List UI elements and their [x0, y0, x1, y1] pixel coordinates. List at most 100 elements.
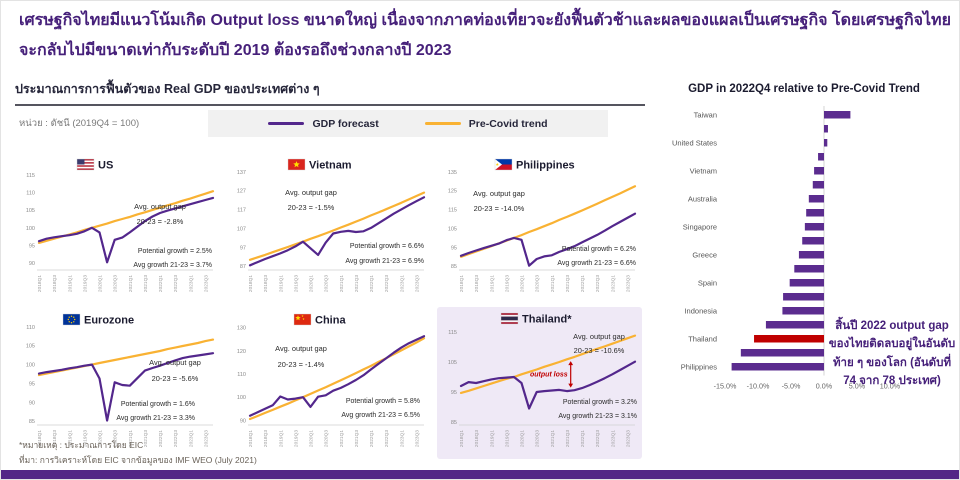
svg-text:2023Q3: 2023Q3 — [414, 275, 420, 292]
footnote-note: *หมายเหตุ : ประมาณการโดย EIC — [19, 440, 144, 450]
svg-text:-10.0%: -10.0% — [747, 381, 770, 390]
svg-text:0.0%: 0.0% — [816, 381, 833, 390]
svg-text:117: 117 — [237, 208, 246, 214]
avg-output-gap-label: Avg. output gap — [573, 332, 625, 341]
chart-panel-eu: 110 105 100 95 90 85 2018Q1 2018Q3 2019Q1 2019Q3 2… — [15, 307, 220, 459]
bar-unlabeled-5 — [812, 180, 824, 189]
svg-text:120: 120 — [237, 349, 246, 355]
svg-text:115: 115 — [26, 173, 35, 179]
svg-text:2021Q3: 2021Q3 — [565, 430, 571, 447]
svg-text:2021Q3: 2021Q3 — [143, 275, 149, 292]
bar-australia — [808, 194, 824, 203]
svg-text:2020Q1: 2020Q1 — [309, 275, 315, 292]
pre-covid-trend-line — [248, 191, 426, 261]
svg-text:2020Q1: 2020Q1 — [98, 275, 104, 292]
svg-text:95: 95 — [29, 243, 35, 249]
svg-text:110: 110 — [26, 191, 35, 197]
y-axis-ticks: 137 127 117 107 97 87 — [237, 170, 246, 270]
potential-growth-label: Potential growth = 6.6% — [350, 243, 424, 250]
country-label: US — [98, 160, 113, 172]
svg-text:2021Q3: 2021Q3 — [143, 430, 149, 447]
svg-text:2023Q1: 2023Q1 — [610, 275, 616, 292]
svg-text:5.0%: 5.0% — [849, 381, 866, 390]
gdp-forecast-line — [37, 352, 215, 422]
svg-text:2018Q3: 2018Q3 — [474, 430, 480, 447]
svg-text:2022Q1: 2022Q1 — [369, 275, 375, 292]
svg-text:2021Q1: 2021Q1 — [550, 430, 556, 447]
svg-text:2018Q3: 2018Q3 — [52, 275, 58, 292]
bar-label-indonesia: Indonesia — [684, 306, 717, 315]
output-loss-arrow — [568, 361, 574, 388]
bar-label-singapore: Singapore — [683, 222, 717, 231]
svg-text:2021Q1: 2021Q1 — [128, 430, 134, 447]
svg-text:2020Q3: 2020Q3 — [324, 430, 330, 447]
bar-label-spain: Spain — [698, 278, 717, 287]
avg-output-gap-value: 20-23 = -1.4% — [278, 360, 325, 369]
svg-text:2023Q3: 2023Q3 — [625, 430, 631, 447]
y-axis-ticks: 115 110 105 100 95 90 — [26, 173, 35, 267]
bar-x-axis-ticks: -15.0% -10.0% -5.0% 0.0% 5.0% 10.0% — [714, 381, 901, 390]
thailand-rank-annotation: สิ้นปี 2022 output gap ของไทยติดลบอยู่ใน… — [828, 320, 956, 388]
bar-unlabeled-17 — [740, 348, 824, 357]
svg-text:2018Q3: 2018Q3 — [52, 430, 58, 447]
svg-text:2021Q3: 2021Q3 — [354, 275, 360, 292]
svg-text:2020Q1: 2020Q1 — [520, 430, 526, 447]
country-label: China — [315, 315, 346, 327]
bar-united-states — [824, 138, 828, 147]
svg-text:107: 107 — [237, 226, 246, 232]
svg-text:2020Q3: 2020Q3 — [535, 430, 541, 447]
footnote-source: ที่มา: การวิเคราะห์โดย EIC จากข้อมูลของ … — [19, 455, 257, 466]
us-flag-icon — [76, 158, 95, 171]
charts-grid: 115 110 105 100 95 90 2018Q1 2018Q3 2019Q1 2019Q3… — [15, 152, 649, 459]
avg-growth-label: Avg growth 21-23 = 6.9% — [345, 258, 424, 265]
legend-item-pre-covid-trend: Pre-Covid trend — [424, 118, 548, 130]
svg-text:110: 110 — [237, 372, 246, 378]
svg-text:2020Q1: 2020Q1 — [309, 430, 315, 447]
avg-output-gap-label: Avg. output gap — [275, 344, 327, 353]
svg-text:2018Q3: 2018Q3 — [263, 430, 269, 447]
svg-text:115: 115 — [448, 208, 457, 214]
svg-text:95: 95 — [451, 390, 457, 396]
svg-text:100: 100 — [26, 226, 35, 232]
svg-text:-15.0%: -15.0% — [714, 381, 737, 390]
svg-text:2023Q3: 2023Q3 — [203, 275, 209, 292]
country-label: Vietnam — [309, 160, 352, 172]
x-axis-ticks: 2018Q1 2018Q3 2019Q1 2019Q3 2020Q1 2020Q3 2021… — [248, 430, 420, 447]
svg-text:2018Q1: 2018Q1 — [37, 430, 43, 447]
y-axis-ticks: 110 105 100 95 90 85 — [26, 325, 35, 425]
bar-label-australia: Australia — [688, 194, 718, 203]
svg-text:85: 85 — [451, 420, 457, 426]
chart-panel-ph: 135 125 115 105 95 85 2018Q1 2018Q3 2019Q1 2019Q3… — [437, 152, 642, 304]
gdp-forecast-line — [459, 212, 637, 267]
pre-covid-trend-line — [248, 337, 426, 421]
svg-text:2019Q1: 2019Q1 — [67, 275, 73, 292]
svg-text:90: 90 — [29, 261, 35, 267]
svg-text:130: 130 — [237, 326, 246, 332]
svg-text:2019Q1: 2019Q1 — [67, 430, 73, 447]
svg-text:105: 105 — [448, 226, 457, 232]
chart-panel-vn: 137 127 117 107 97 87 2018Q1 2018Q3 2019Q1 2019Q3… — [226, 152, 431, 304]
country-label: Eurozone — [84, 315, 134, 327]
svg-text:2020Q3: 2020Q3 — [113, 275, 119, 292]
svg-text:85: 85 — [29, 419, 35, 425]
svg-text:2022Q3: 2022Q3 — [595, 275, 601, 292]
bar-label-taiwan: Taiwan — [694, 110, 717, 119]
ph-flag-icon — [494, 158, 513, 171]
svg-text:10.0%: 10.0% — [880, 381, 901, 390]
bar-label-vietnam: Vietnam — [690, 166, 717, 175]
bar-unlabeled-7 — [806, 208, 824, 217]
svg-text:2023Q1: 2023Q1 — [610, 430, 616, 447]
chart-panel-cn: 130 120 110 100 90 2018Q1 2018Q3 2019Q1 2019Q3 20… — [226, 307, 431, 459]
svg-text:125: 125 — [448, 189, 457, 195]
svg-text:85: 85 — [451, 264, 457, 270]
potential-growth-label: Potential growth = 5.8% — [346, 398, 420, 405]
y-axis-ticks: 130 120 110 100 90 — [237, 326, 246, 425]
avg-output-gap-value: 20-23 = -14.0% — [474, 204, 525, 213]
svg-text:105: 105 — [26, 344, 35, 350]
bar-singapore — [804, 222, 824, 231]
avg-growth-label: Avg growth 21-23 = 6.6% — [557, 260, 636, 267]
th-flag-icon — [500, 312, 519, 325]
unit-label: หน่วย : ดัชนี (2019Q4 = 100) — [19, 118, 140, 129]
